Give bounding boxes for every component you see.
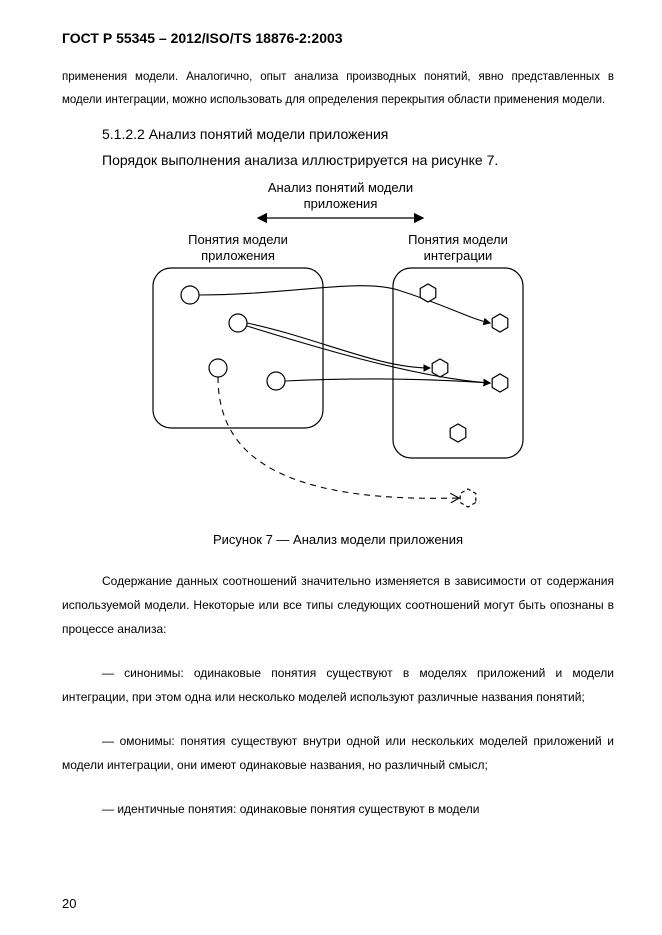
bullet-identical: — идентичные понятия: одинаковые понятия… xyxy=(62,797,614,821)
svg-text:приложения: приложения xyxy=(304,196,378,211)
figure-caption: Рисунок 7 — Анализ модели приложения xyxy=(62,532,614,547)
svg-text:Анализ понятий модели: Анализ понятий модели xyxy=(268,180,413,195)
svg-text:приложения: приложения xyxy=(201,248,275,263)
body-para-1: Содержание данных соотношений значительн… xyxy=(62,569,614,641)
page-number: 20 xyxy=(62,896,76,911)
section-heading: 5.1.2.2 Анализ понятий модели приложения xyxy=(62,126,614,142)
svg-text:интеграции: интеграции xyxy=(424,248,493,263)
figure-7-diagram: Анализ понятий моделиприложенияПонятия м… xyxy=(118,178,558,518)
bullet-homonyms: — омонимы: понятия существуют внутри одн… xyxy=(62,729,614,777)
svg-text:Понятия модели: Понятия модели xyxy=(408,232,508,247)
top-paragraph: применения модели. Аналогично, опыт анал… xyxy=(62,66,614,112)
page-header: ГОСТ Р 55345 – 2012/ISO/TS 18876-2:2003 xyxy=(62,30,614,46)
svg-text:Понятия модели: Понятия модели xyxy=(188,232,288,247)
section-intro: Порядок выполнения анализа иллюстрируетс… xyxy=(62,152,614,168)
bullet-synonyms: — синонимы: одинаковые понятия существую… xyxy=(62,661,614,709)
